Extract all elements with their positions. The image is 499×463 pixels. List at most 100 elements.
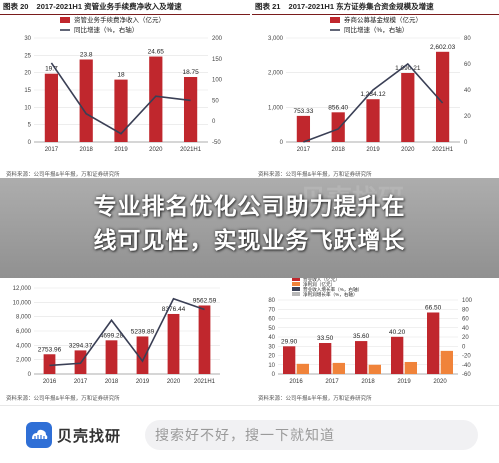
bar bbox=[319, 343, 332, 374]
data-label: 5239.89 bbox=[131, 328, 155, 335]
legend-label: 同比增速（%，右轴） bbox=[344, 25, 408, 34]
data-label: 33.50 bbox=[317, 335, 334, 342]
y-tick-label: 3,000 bbox=[268, 36, 284, 42]
y-tick-label: 30 bbox=[268, 344, 275, 350]
data-label: 18.75 bbox=[182, 69, 199, 76]
source-note: 资料来源：公司年报&半年报，万和证券研究所 bbox=[6, 396, 120, 402]
data-label: 3294.37 bbox=[69, 342, 93, 349]
bar-secondary bbox=[332, 362, 345, 374]
y2-tick-label: 200 bbox=[212, 36, 223, 42]
y2-tick-label: 100 bbox=[212, 78, 223, 84]
x-tick-label: 2018 bbox=[332, 147, 346, 153]
bar-secondary bbox=[404, 361, 417, 374]
headline-line-2: 线可见性，实现业务飞跃增长 bbox=[93, 228, 406, 254]
chart-panel-fund-scale: 图表 21 2017-2021H1 东方证券集合资金规模及增速 0 1,000 2,… bbox=[252, 0, 499, 178]
bar bbox=[198, 305, 211, 374]
x-tick-label: 2019 bbox=[397, 379, 411, 385]
bar-line-chart: 0 1,000 2,000 3,000 0 20 40 60 80 753.33 2017 856.4… bbox=[268, 16, 471, 153]
y2-tick-label: -40 bbox=[462, 363, 471, 369]
bar bbox=[149, 56, 163, 143]
data-label: 19.7 bbox=[45, 66, 58, 73]
y-tick-label: 80 bbox=[268, 298, 275, 304]
y2-tick-label: 60 bbox=[464, 62, 471, 68]
search-input[interactable]: 搜索好不好，搜一下就知道 bbox=[145, 420, 478, 450]
bar bbox=[136, 336, 149, 374]
data-label: 8376.44 bbox=[162, 306, 186, 313]
x-tick-label: 2018 bbox=[80, 147, 94, 153]
chart-panel-revenue: 图表 20 2017-2021H1 资管业务手续费净收入及增速 0 5 10 15 20… bbox=[0, 0, 250, 178]
data-label: 9562.59 bbox=[193, 297, 217, 304]
y2-tick-label: 80 bbox=[464, 36, 471, 42]
x-tick-label: 2019 bbox=[114, 147, 128, 153]
chart-panel-aum: 0 2,000 4,000 6,000 8,000 10,000 12,000 2753.96… bbox=[0, 278, 250, 402]
bar bbox=[79, 59, 93, 142]
y2-tick-label: 50 bbox=[212, 98, 219, 104]
y-tick-label: 0 bbox=[28, 372, 32, 378]
x-tick-label: 2020 bbox=[433, 379, 447, 385]
chart-panel-income: 0 10 20 30 40 50 60 70 80 -60 -40 -20 0 20 40 60 80 100 29… bbox=[252, 278, 499, 402]
y-tick-label: 1,000 bbox=[268, 105, 284, 111]
data-label: 2753.96 bbox=[38, 346, 62, 353]
legend-label: 券商公募基金规模（亿元） bbox=[344, 16, 422, 24]
headline-line-1: 专业排名优化公司助力提升在 bbox=[93, 194, 406, 220]
y-tick-label: 2,000 bbox=[16, 358, 32, 364]
y2-tick-label: 60 bbox=[462, 317, 469, 323]
x-tick-label: 2017 bbox=[325, 379, 339, 385]
y-tick-label: 12,000 bbox=[13, 286, 32, 292]
bar bbox=[427, 312, 440, 374]
data-label: 23.8 bbox=[80, 51, 93, 58]
data-label: 40.20 bbox=[389, 329, 406, 336]
x-tick-label: 2016 bbox=[43, 379, 57, 385]
x-tick-label: 2020 bbox=[401, 147, 415, 153]
bar bbox=[167, 313, 180, 374]
bar bbox=[105, 340, 118, 374]
source-note: 资料来源：公司年报&半年报，万和证券研究所 bbox=[6, 172, 120, 178]
bar bbox=[43, 354, 56, 374]
x-tick-label: 2020 bbox=[167, 379, 181, 385]
data-label: 24.65 bbox=[148, 49, 165, 56]
bar bbox=[296, 115, 311, 142]
x-tick-label: 2021H1 bbox=[180, 147, 202, 153]
x-tick-label: 2019 bbox=[136, 379, 150, 385]
y2-tick-label: 40 bbox=[462, 326, 469, 332]
legend-label: 净利润增长率（%，右轴） bbox=[303, 291, 358, 298]
data-label: 753.33 bbox=[293, 108, 313, 115]
y2-tick-label: 0 bbox=[212, 119, 216, 125]
y-tick-label: 15 bbox=[24, 88, 31, 94]
bar-secondary bbox=[368, 364, 381, 374]
x-tick-label: 2019 bbox=[366, 147, 380, 153]
data-label: 2,602.03 bbox=[430, 44, 456, 51]
bar bbox=[366, 99, 380, 142]
y2-tick-label: 20 bbox=[464, 114, 471, 120]
legend-label: 净利润（亿元） bbox=[303, 281, 335, 288]
y-tick-label: 2,000 bbox=[268, 71, 284, 77]
series-line bbox=[49, 297, 205, 367]
watermark-text: 贝壳找研 bbox=[300, 185, 404, 215]
bar bbox=[283, 346, 296, 374]
bar bbox=[401, 73, 415, 142]
legend-label: 资管业务手续费净收入（亿元） bbox=[74, 16, 165, 24]
y2-tick-label: -20 bbox=[462, 354, 471, 360]
x-tick-label: 2016 bbox=[289, 379, 303, 385]
legend-label: 营业收入增长率（%，右轴） bbox=[303, 286, 362, 293]
logo-text: 贝壳找研 bbox=[57, 426, 122, 445]
legend-swatch bbox=[292, 282, 300, 286]
data-label: 4699.28 bbox=[100, 332, 124, 339]
figure-number: 图表 21 bbox=[255, 2, 281, 11]
legend-swatch bbox=[292, 292, 300, 296]
bar bbox=[114, 79, 128, 142]
logo[interactable]: 贝壳找研 bbox=[26, 422, 121, 448]
bar bbox=[44, 73, 59, 142]
watermark: 贝壳找研 bbox=[300, 185, 404, 215]
y-tick-label: 0 bbox=[280, 140, 284, 146]
legend-swatch bbox=[60, 17, 70, 23]
y-tick-label: 4,000 bbox=[16, 343, 32, 349]
y2-tick-label: -60 bbox=[462, 372, 471, 378]
y-tick-label: 40 bbox=[268, 335, 275, 341]
source-note: 资料来源：公司年报&半年报，万和证券研究所 bbox=[258, 172, 372, 178]
legend-swatch bbox=[292, 278, 300, 281]
source-note: 资料来源：公司年报&半年报，万和证券研究所 bbox=[258, 396, 372, 402]
y2-tick-label: 40 bbox=[464, 88, 471, 94]
y2-tick-label: 20 bbox=[462, 335, 469, 341]
y2-tick-label: 0 bbox=[462, 344, 466, 350]
